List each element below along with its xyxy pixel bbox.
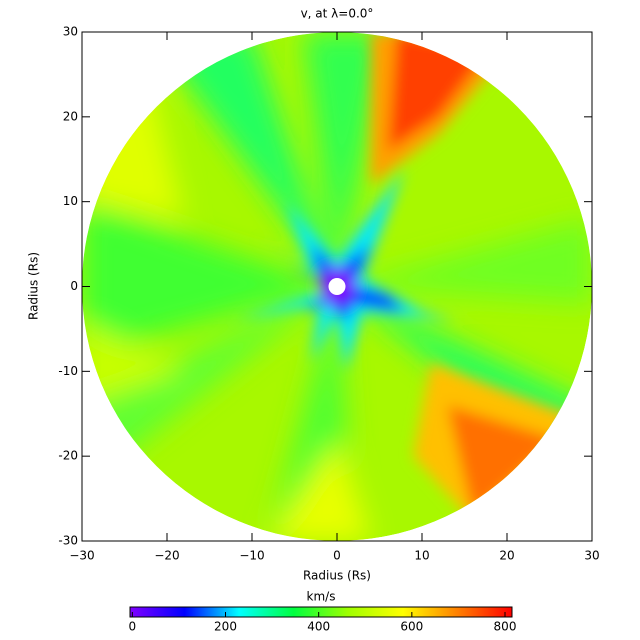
y-tick-label: 20 <box>63 109 78 123</box>
velocity-field <box>82 32 592 541</box>
colorbar-tick-label: 400 <box>307 620 330 634</box>
colorbar-label: km/s <box>307 590 336 604</box>
y-tick-label: 30 <box>63 25 78 39</box>
x-tick-label: −20 <box>154 549 179 563</box>
y-axis-label: Radius (Rs) <box>27 252 41 320</box>
y-tick-label: 10 <box>63 194 78 208</box>
y-tick-label: -20 <box>58 449 78 463</box>
colorbar-tick-label: 0 <box>129 620 137 634</box>
x-tick-label: 10 <box>414 549 429 563</box>
x-tick-label: −10 <box>239 549 264 563</box>
x-tick-label: 30 <box>584 549 599 563</box>
y-tick-label: 0 <box>70 279 78 293</box>
y-tick-label: -10 <box>58 364 78 378</box>
x-axis-label: Radius (Rs) <box>303 569 371 583</box>
x-tick-label: 0 <box>333 549 341 563</box>
y-tick-label: -30 <box>58 534 78 548</box>
x-tick-label: −30 <box>69 549 94 563</box>
colorbar <box>129 606 513 618</box>
colorbar-tick-label: 200 <box>214 620 237 634</box>
colorbar-tick-label: 600 <box>400 620 423 634</box>
chart-title: v, at λ=0.0° <box>301 7 374 21</box>
colorbar-tick-label: 800 <box>494 620 517 634</box>
x-tick-label: 20 <box>499 549 514 563</box>
